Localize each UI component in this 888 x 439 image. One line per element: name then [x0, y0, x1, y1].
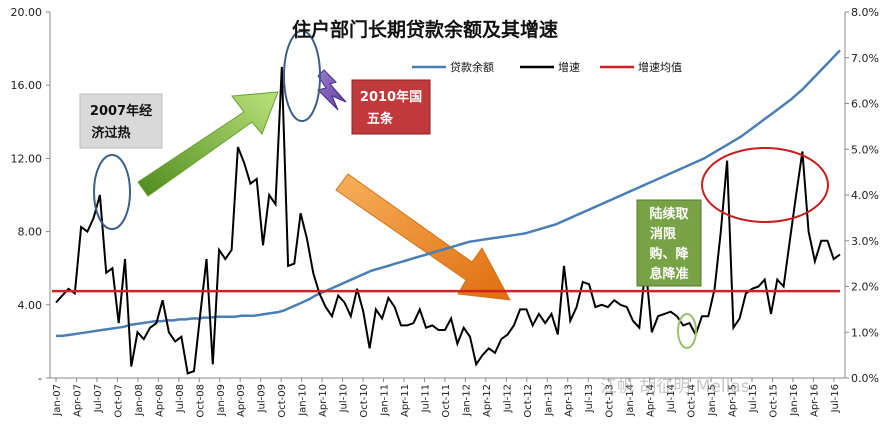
y-left-tick-label: 12.00: [11, 152, 43, 165]
lightning-icon: [318, 70, 346, 110]
series-line-balance: [56, 50, 840, 336]
x-tick-label: Apr-12: [482, 384, 493, 417]
x-tick-label: Oct-15: [768, 384, 779, 418]
x-tick-label: Apr-10: [318, 384, 329, 417]
x-tick-label: Jan-07: [52, 384, 63, 417]
x-tick-label: Apr-13: [564, 384, 575, 417]
watermark: 江帆 胡征明 Mellas: [600, 377, 750, 397]
annotation-text-line: 五条: [367, 111, 394, 127]
y-right-tick-label: 2.0%: [851, 281, 879, 294]
x-tick-label: Jul-16: [830, 384, 841, 413]
x-tick-label: Oct-12: [523, 384, 534, 418]
series-line-growth: [56, 67, 840, 374]
annotation-text-line: 2010年国: [360, 89, 422, 105]
y-right-tick-label: 5.0%: [851, 143, 879, 156]
annotation-2010-policy: 2010年国 五条: [352, 80, 430, 134]
highlight-ellipse-2007: [94, 155, 130, 229]
x-tick-label: Jan-08: [134, 384, 145, 417]
falling-arrow-orange: [336, 174, 510, 300]
x-tick-label: Jan-16: [789, 384, 800, 417]
x-tick-label: Apr-07: [72, 384, 83, 417]
legend-label-balance: 贷款余额: [450, 60, 494, 74]
x-tick-label: Apr-16: [809, 384, 820, 417]
annotation-text-line: 息降准: [649, 266, 688, 282]
x-tick-label: Jan-13: [543, 384, 554, 417]
y-right-tick-label: 1.0%: [851, 326, 879, 339]
highlight-ellipse-2010: [284, 31, 320, 121]
y-left-tick-label: 8.00: [18, 226, 43, 239]
y-right-tick-label: 3.0%: [851, 235, 879, 248]
highlight-ellipse-2015: [702, 148, 828, 222]
x-tick-label: Oct-07: [113, 384, 124, 418]
annotation-text-line: 购、降: [649, 246, 689, 262]
x-tick-label: Jul-10: [339, 384, 350, 413]
legend-label-mean: 增速均值: [638, 60, 682, 74]
x-tick-label: Oct-09: [277, 384, 288, 418]
y-right-tick-label: 4.0%: [851, 189, 879, 202]
y-right-tick-label: 7.0%: [851, 52, 879, 65]
y-left-tick-label: 20.00: [11, 6, 43, 19]
annotation-text-line: 陆续取: [649, 206, 689, 222]
x-tick-label: Apr-08: [154, 384, 165, 417]
x-tick-label: Jul-07: [93, 384, 104, 413]
y-axis-right-ticks: 8.0% 7.0% 6.0% 5.0% 4.0% 3.0% 2.0% 1.0% 0.0%: [845, 6, 879, 385]
x-tick-label: Oct-08: [195, 384, 206, 418]
y-left-tick-label: 4.00: [18, 299, 43, 312]
x-tick-label: Jan-12: [461, 384, 472, 417]
x-tick-label: Apr-11: [400, 384, 411, 417]
annotation-text-line: 2007年经: [90, 103, 152, 119]
x-tick-label: Jul-13: [584, 384, 595, 413]
annotation-easing: 陆续取 消限 购、降 息降准: [637, 200, 701, 286]
x-tick-label: Jul-12: [502, 384, 513, 413]
x-tick-label: Jul-11: [420, 384, 431, 413]
series-points-balance: [56, 50, 840, 336]
annotation-2007-overheat: 2007年经 济过热: [80, 94, 162, 148]
y-left-tick-label: -: [38, 372, 42, 385]
x-tick-label: Jan-10: [298, 384, 309, 417]
x-tick-label: Oct-10: [359, 384, 370, 418]
y-axis-left-ticks: 20.00 16.00 12.00 8.00 4.00 -: [11, 6, 51, 385]
annotation-text-line: 消限: [650, 226, 677, 242]
y-right-tick-label: 6.0%: [851, 98, 879, 111]
x-tick-label: Jul-09: [257, 384, 268, 413]
x-tick-label: Jan-09: [216, 384, 227, 417]
y-right-tick-label: 0.0%: [851, 372, 879, 385]
x-tick-label: Jan-11: [380, 384, 391, 417]
x-tick-label: Oct-11: [441, 384, 452, 418]
legend-label-growth: 增速: [558, 60, 580, 74]
annotation-text-line: 济过热: [91, 125, 130, 141]
chart-title: 住户部门长期贷款余额及其增速: [292, 18, 558, 41]
legend: 贷款余额 增速 增速均值: [412, 60, 682, 74]
x-tick-label: Jul-08: [175, 384, 186, 413]
x-tick-label: Apr-09: [236, 384, 247, 417]
y-left-tick-label: 16.00: [11, 79, 43, 92]
y-right-tick-label: 8.0%: [851, 6, 879, 19]
